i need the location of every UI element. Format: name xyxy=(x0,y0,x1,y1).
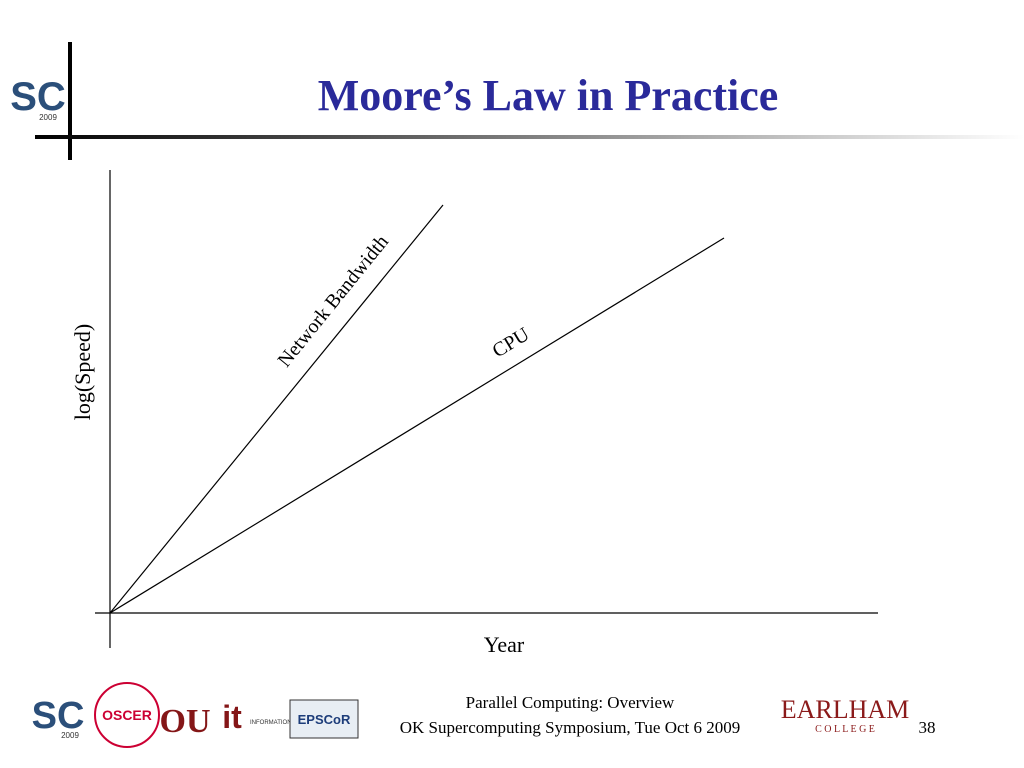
epscor-box xyxy=(289,699,359,739)
slide-title: Moore’s Law in Practice xyxy=(318,71,779,120)
page-number: 38 xyxy=(919,718,936,737)
oscer-text: OSCER xyxy=(102,707,152,723)
oscer-ring xyxy=(94,682,160,748)
cpu-line xyxy=(109,237,725,614)
footer-logos: SC 2009 OSCER OU it INFORMATION TECHNOLO… xyxy=(32,682,359,748)
chart xyxy=(95,170,878,648)
sc-logo-text: SC xyxy=(32,695,85,737)
x-axis-label: Year xyxy=(484,632,525,657)
sc-logo: SC 2009 xyxy=(10,75,66,122)
epscor-text: EPSCoR xyxy=(298,712,351,727)
footer-line-1: Parallel Computing: Overview xyxy=(466,693,675,712)
it-logo: it xyxy=(222,699,242,735)
network-line xyxy=(109,204,444,614)
earlham-college: C O L L E G E xyxy=(815,724,875,735)
sc-logo-year: 2009 xyxy=(39,113,57,122)
header-rule xyxy=(35,135,1024,139)
ou-logo: OU xyxy=(160,703,211,740)
footer-line-2: OK Supercomputing Symposium, Tue Oct 6 2… xyxy=(400,718,741,737)
sc-logo-text: SC xyxy=(10,75,66,119)
earlham-logo: EARLHAM xyxy=(781,695,910,724)
header-bar xyxy=(68,42,72,160)
y-axis-label: log(Speed) xyxy=(70,324,95,421)
sc-logo-year: 2009 xyxy=(61,731,79,740)
